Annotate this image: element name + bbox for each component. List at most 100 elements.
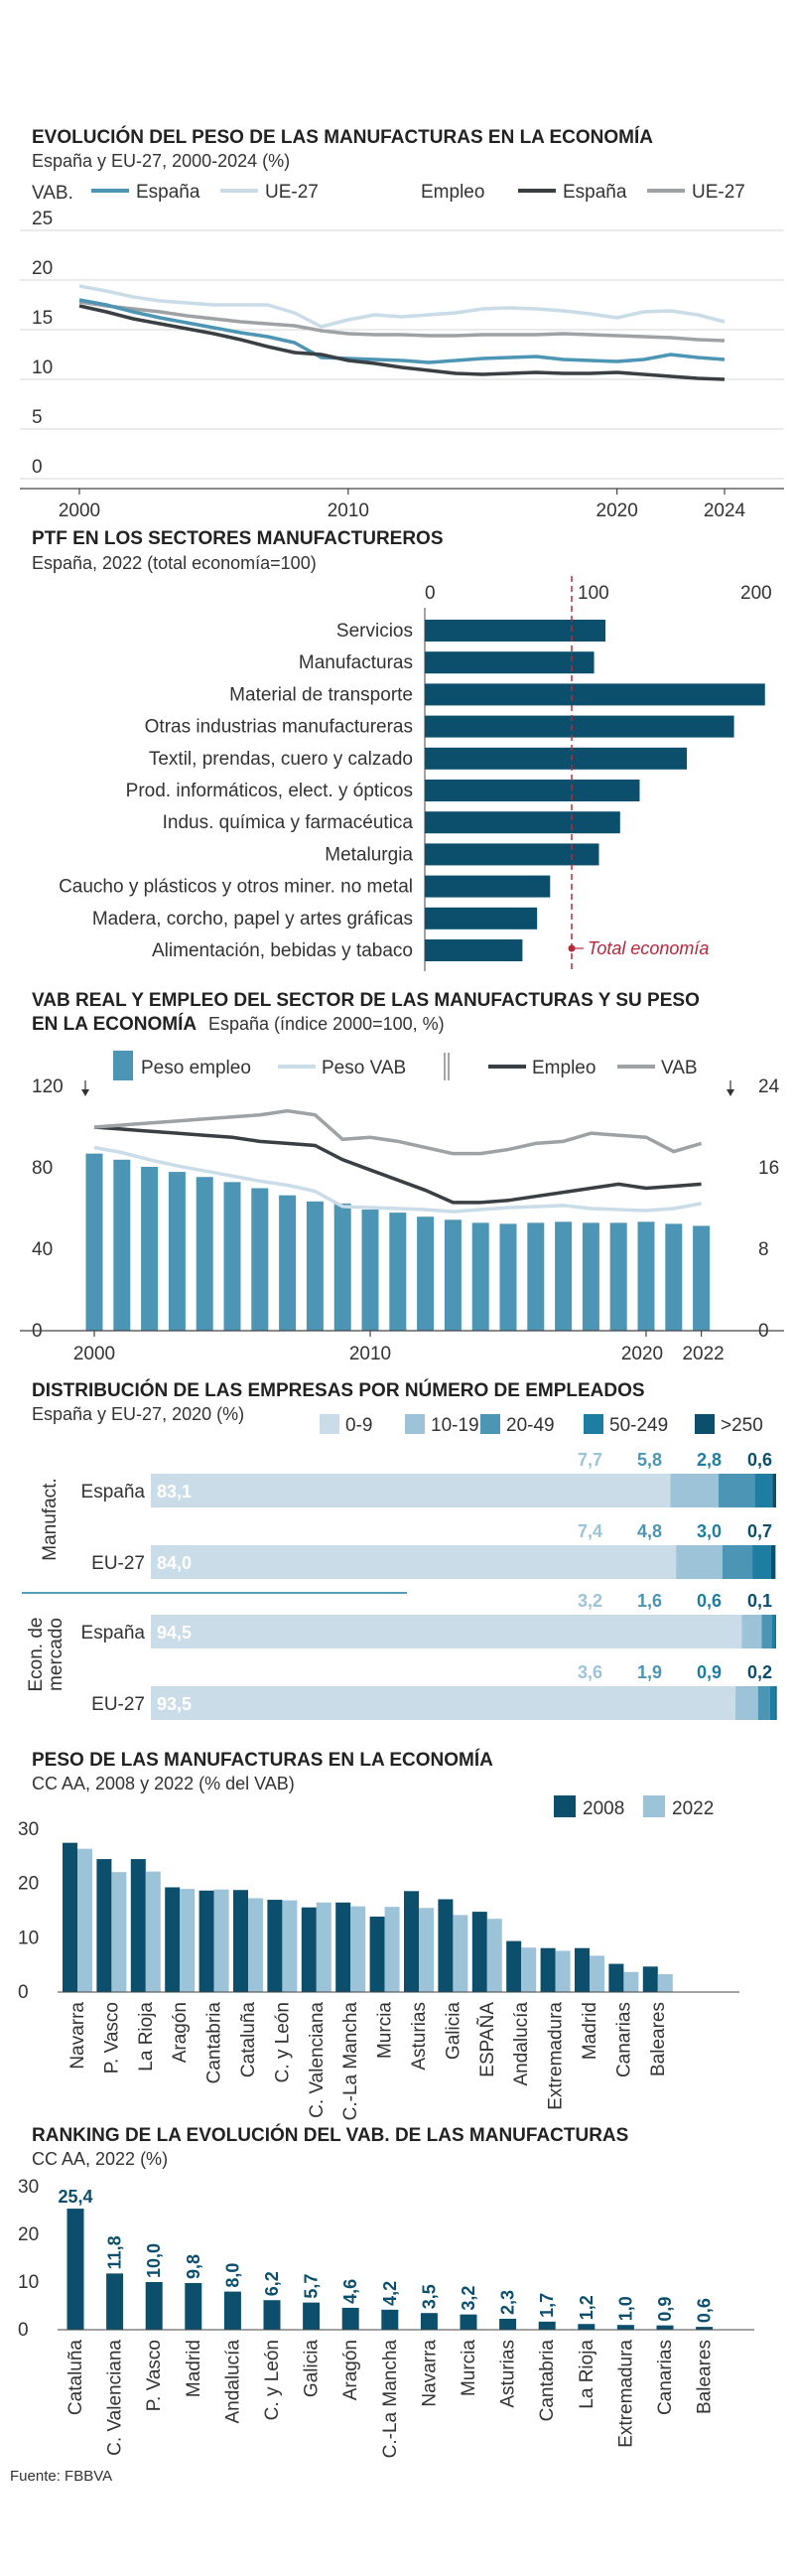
chart2-bar [425, 651, 595, 674]
chart3-bar-peso-empleo [555, 1221, 573, 1331]
chart3-bar-peso-empleo [251, 1188, 269, 1331]
chart6-value-label: 11,8 [105, 2235, 125, 2269]
chart3-right-arrow-head [727, 1089, 734, 1096]
chart5-bar-2022 [248, 1898, 263, 1992]
chart4-group-manufact: Manufact. [40, 1478, 61, 1560]
chart1-line-vab-espana [78, 298, 726, 364]
chart6-category-label: Andalucía [222, 2340, 243, 2424]
chart2-bar [425, 715, 734, 738]
chart1-ytick-label: 10 [32, 358, 53, 378]
chart3-bar-peso-empleo [279, 1195, 297, 1331]
chart2-reference-label: Total economía [588, 938, 709, 958]
chart6-bar [303, 2302, 321, 2330]
chart4-value-label: 7,7 [578, 1450, 602, 1470]
chart6-category-label: Cataluña [66, 2340, 86, 2415]
chart6-category-label: Asturias [498, 2340, 519, 2408]
chart3-bar-peso-empleo [527, 1222, 545, 1331]
chart3-bar-peso-empleo [499, 1223, 517, 1331]
chart4-value-label: 83,1 [157, 1482, 192, 1502]
chart5-bar-2022 [213, 1889, 229, 1992]
chart4-group-econ-line1: Econ. de [26, 1618, 47, 1692]
chart6-value-label: 8,0 [222, 2263, 242, 2288]
chart6-bar [696, 2327, 714, 2330]
chart5-bar-2008 [267, 1900, 283, 1992]
chart4-value-label: 0,1 [747, 1591, 772, 1611]
chart3-left-tick-label: 80 [32, 1158, 53, 1179]
chart4-value-label: 0,7 [747, 1521, 772, 1541]
chart4-segment [771, 1615, 776, 1648]
chart4-value-label: 0,2 [747, 1662, 772, 1682]
chart5-bar-2008 [608, 1963, 624, 1992]
chart4-value-label: 1,6 [637, 1591, 662, 1611]
chart5-category-label: Madrid [580, 2002, 600, 2060]
chart4-segment [151, 1545, 677, 1579]
chart3-bar-peso-empleo [223, 1182, 241, 1331]
chart6-bar [263, 2300, 281, 2330]
chart5-bar-2022 [180, 1889, 196, 1992]
chart5-bar-2022 [282, 1900, 298, 1992]
chart6-value-label: 5,7 [302, 2274, 322, 2299]
chart5-category-label: La Rioja [136, 2002, 157, 2072]
chart4-value-label: 3,2 [578, 1591, 602, 1611]
chart4-value-label: 3,6 [578, 1662, 602, 1682]
chart5-peso-ccaa: PESO DE LAS MANUFACTURAS EN LA ECONOMÍA … [18, 1749, 739, 2120]
chart6-bar [499, 2318, 517, 2330]
chart6-value-label: 0,6 [695, 2298, 715, 2323]
chart6-value-label: 25,4 [58, 2187, 92, 2207]
chart5-category-label: Navarra [67, 2002, 88, 2070]
chart6-title: RANKING DE LA EVOLUCIÓN DEL VAB. DE LAS … [32, 2124, 628, 2146]
chart3-xtick-label: 2022 [682, 1344, 724, 1364]
chart2-ptf: PTF EN LOS SECTORES MANUFACTUREROS Españ… [32, 528, 772, 971]
chart5-category-label: Murcia [375, 2002, 396, 2059]
chart5-category-label: Extremadura [546, 2002, 567, 2110]
chart5-category-label: ESPAÑA [476, 2002, 498, 2077]
chart3-bar-peso-empleo [168, 1172, 186, 1331]
chart5-bar-2008 [96, 1859, 112, 1992]
chart6-value-label: 1,7 [537, 2293, 557, 2318]
chart5-bar-2008 [404, 1891, 419, 1992]
chart5-bar-2022 [350, 1906, 366, 1992]
chart3-bar-peso-empleo [665, 1223, 683, 1331]
chart2-bar [425, 939, 523, 961]
chart3-left-arrow-head [81, 1089, 89, 1096]
chart2-xtick-label: 100 [578, 583, 609, 604]
chart5-bar-2022 [590, 1955, 604, 1992]
chart2-category-label: Material de transporte [229, 684, 413, 705]
chart6-value-label: 6,2 [262, 2271, 282, 2296]
chart4-segment [772, 1474, 776, 1507]
chart3-bar-peso-empleo [444, 1219, 462, 1331]
chart4-value-label: 1,9 [637, 1662, 662, 1682]
chart3-xtick-label: 2000 [73, 1344, 115, 1364]
chart5-bar-2022 [623, 1971, 639, 1992]
chart6-bar [538, 2321, 556, 2330]
chart4-legend-label: 10-19 [431, 1415, 479, 1436]
chart4-value-label: 4,8 [637, 1521, 662, 1541]
chart6-category-label: Navarra [419, 2340, 440, 2407]
chart1-xtick-label: 2000 [59, 501, 100, 521]
chart6-ytick-label: 30 [18, 2177, 39, 2198]
chart2-subtitle: España, 2022 (total economía=100) [32, 553, 317, 573]
chart1-line-vab-ue27 [78, 284, 726, 329]
chart3-line-vab [93, 1108, 703, 1156]
chart3-xtick-label: 2010 [349, 1344, 391, 1364]
chart6-category-label: Murcia [459, 2340, 479, 2396]
chart5-bar-2008 [130, 1859, 146, 1992]
chart5-category-label: Aragón [170, 2002, 191, 2063]
chart5-legend-2008-swatch [554, 1795, 576, 1817]
chart6-category-label: La Rioja [577, 2340, 597, 2409]
chart4-value-label: 0,6 [747, 1450, 772, 1470]
chart6-value-label: 1,2 [577, 2295, 596, 2320]
chart5-bar-2022 [316, 1902, 331, 1992]
chart3-right-tick-label: 8 [758, 1239, 769, 1260]
chart3-bar-peso-empleo [333, 1203, 351, 1331]
chart5-category-label: Cataluña [238, 2002, 259, 2077]
chart2-category-label: Otras industrias manufactureras [145, 717, 413, 738]
chart6-category-label: C.-La Mancha [380, 2340, 401, 2459]
chart4-segment [670, 1474, 720, 1507]
chart3-left-tick-label: 40 [32, 1239, 53, 1260]
chart1-ytick-label: 20 [32, 258, 53, 279]
chart6-category-label: Canarias [655, 2340, 676, 2415]
chart5-category-label: Cantabria [204, 2002, 225, 2084]
chart2-bar [425, 780, 640, 801]
chart6-category-label: Extremadura [615, 2340, 636, 2448]
